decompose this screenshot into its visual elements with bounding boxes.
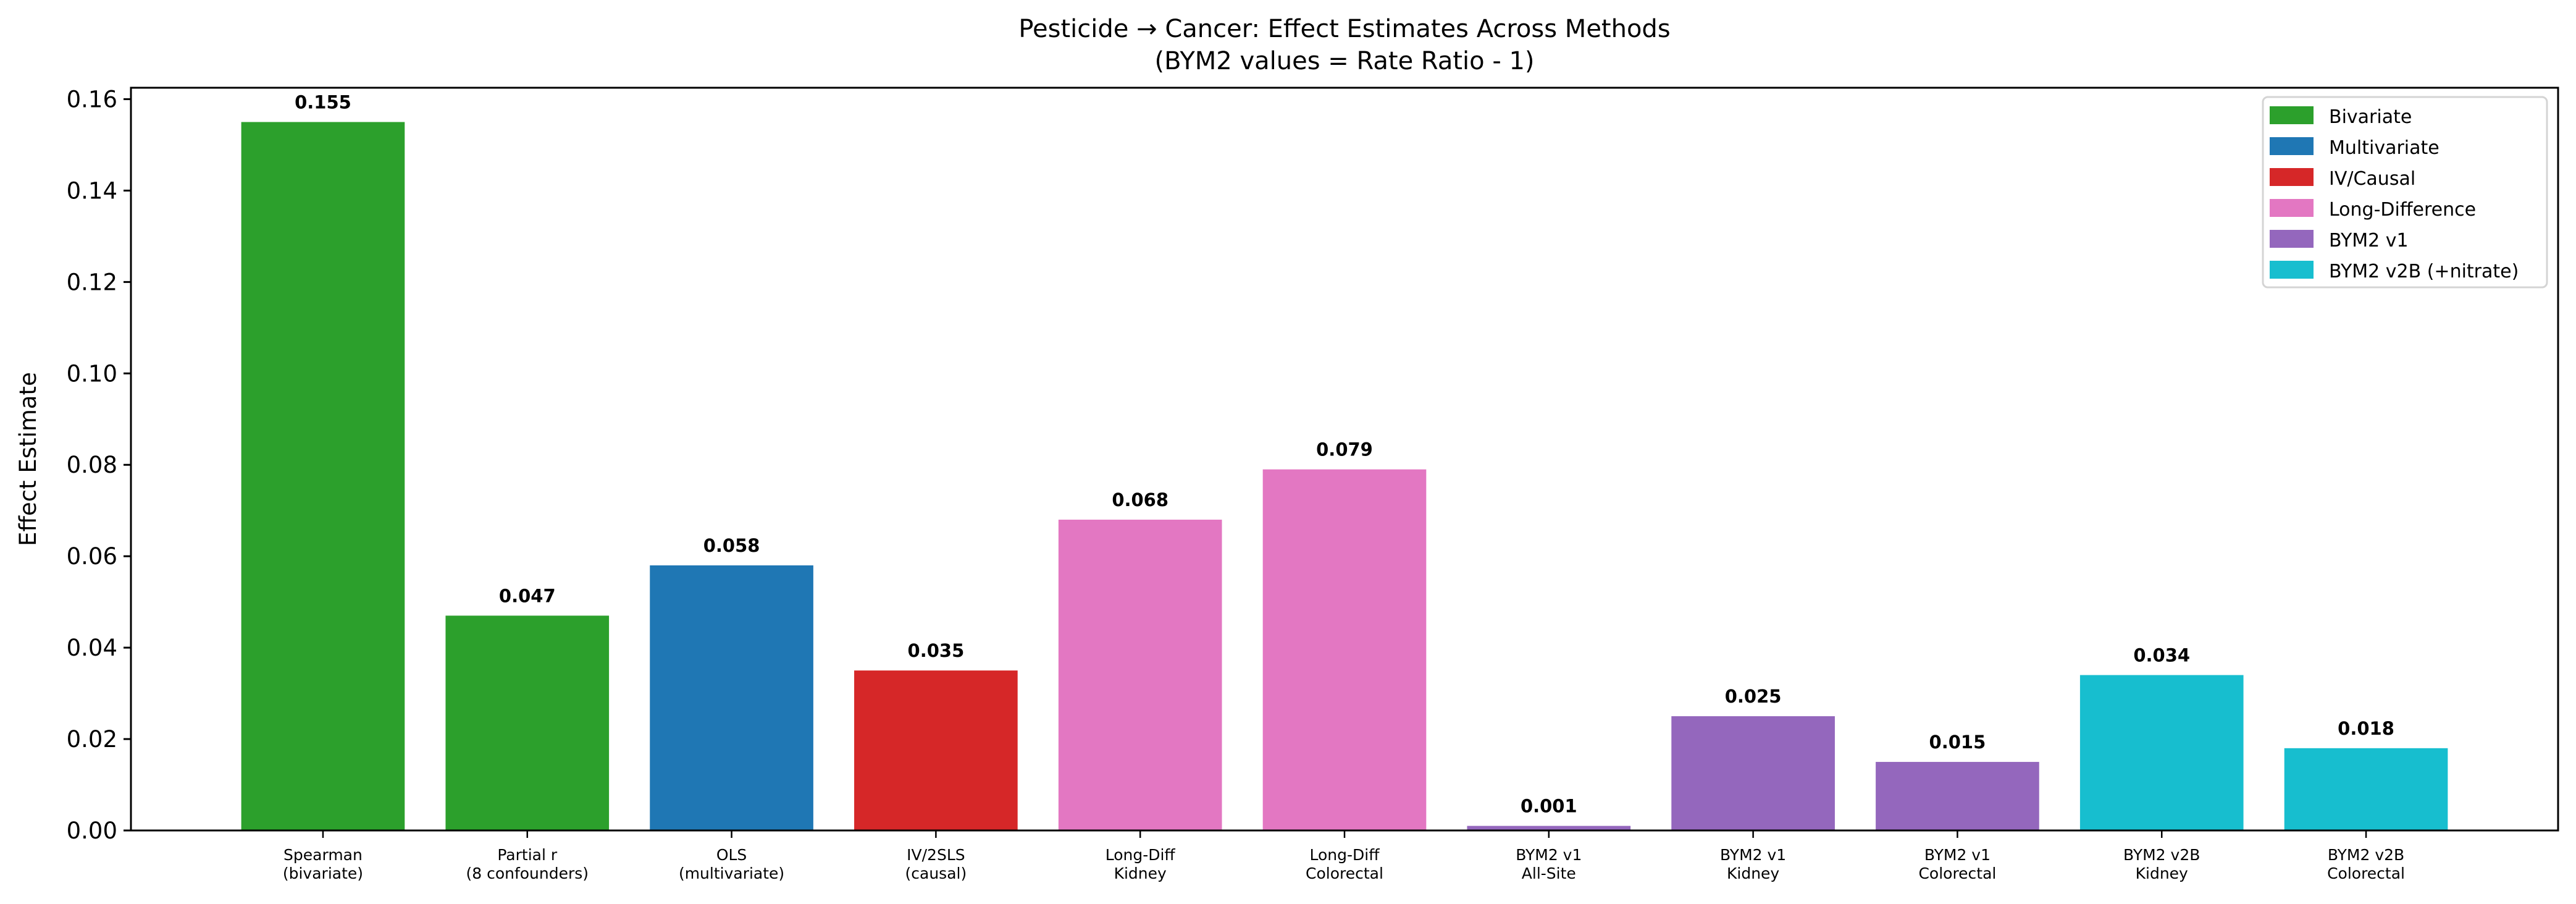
x-tick-label-line: BYM2 v2B [2328,846,2404,864]
y-tick-label: 0.14 [67,177,117,204]
x-tick-label: Long-Diff Colorectal [1306,846,1383,882]
x-tick-label-line: Partial r [497,846,558,864]
legend-frame [2262,96,2548,289]
legend-swatch [2270,168,2314,186]
legend-label: IV/Causal [2329,168,2415,190]
bar [854,670,1018,830]
x-tick-label-line: (bivariate) [283,864,363,882]
x-tick-label-line: Colorectal [1918,864,1996,882]
x-tick-label: BYM2 v2B Colorectal [2327,846,2405,882]
x-tick-label-line: BYM2 v2B [2123,846,2200,864]
y-tick-label: 0.12 [67,269,117,295]
legend-label: Multivariate [2329,137,2440,159]
legend-swatch [2270,199,2314,217]
x-tick-label-line: BYM2 v1 [1720,846,1786,864]
x-tick-label-line: Colorectal [2327,864,2405,882]
chart-title: Pesticide → Cancer: Effect Estimates Acr… [1018,15,1670,43]
bar-value-label: 0.155 [295,91,351,112]
bar-value-label: 0.034 [2133,645,2190,666]
y-tick-label: 0.02 [67,726,117,753]
chart-subtitle: (BYM2 values = Rate Ratio - 1) [1154,47,1534,75]
x-tick-label: Spearman (bivariate) [283,846,363,882]
plot-frame [130,87,2559,832]
bar-value-label: 0.015 [1929,732,1986,753]
x-tick-label-line: Long-Diff [1310,846,1380,864]
bar [650,565,813,830]
x-tick-label-line: BYM2 v1 [1924,846,1991,864]
x-tick-label-line: Kidney [1727,864,1779,882]
y-tick-label: 0.16 [67,86,117,112]
legend-label: Long-Difference [2329,199,2476,221]
x-tick-label: Partial r (8 confounders) [466,846,589,882]
x-tick-label-line: (8 confounders) [466,864,589,882]
x-tick-label-line: Kidney [2136,864,2188,882]
x-tick-label-line: Spearman [283,846,363,864]
x-tick-label-line: Long-Diff [1105,846,1176,864]
bar-value-label: 0.068 [1112,489,1168,510]
x-tick-label-line: All-Site [1522,864,1576,882]
x-tick-label-line: BYM2 v1 [1516,846,1582,864]
bar [2079,675,2244,830]
x-tick-label: BYM2 v1 Colorectal [1918,846,1996,882]
x-tick-label: Long-Diff Kidney [1105,846,1176,882]
x-tick-label: IV/2SLS (causal) [905,846,967,882]
y-tick-label: 0.10 [67,360,117,387]
legend: Bivariate Multivariate IV/Causal Long-Diffe… [2262,96,2548,289]
y-tick-label: 0.00 [67,817,117,844]
bar [1876,762,2039,830]
bar [1671,716,1835,830]
bar [1058,520,1222,830]
x-tick-label-line: (causal) [905,864,967,882]
x-tick-label: BYM2 v1 All-Site [1516,846,1582,882]
x-tick-label: BYM2 v1 Kidney [1720,846,1786,882]
x-tick-label: OLS (multivariate) [679,846,784,882]
legend-swatch [2270,261,2314,279]
bar-value-label: 0.035 [908,640,965,661]
bar-value-label: 0.018 [2338,718,2394,739]
bar [1262,469,1427,830]
bar-value-label: 0.001 [1521,796,1577,817]
legend-swatch [2270,230,2314,248]
y-tick-label: 0.08 [67,452,117,478]
x-tick-label-line: IV/2SLS [907,846,965,864]
x-tick-label-line: Kidney [1114,864,1167,882]
legend-label: BYM2 v1 [2329,230,2409,251]
x-tick-label-line: OLS [716,846,747,864]
legend-label: Bivariate [2329,106,2412,128]
y-tick-label: 0.04 [67,635,117,661]
bar-value-label: 0.025 [1725,686,1782,707]
legend-swatch [2270,137,2314,155]
bar [2284,748,2448,830]
bar-value-label: 0.079 [1316,439,1373,460]
y-tick-label: 0.06 [67,543,117,570]
bar [241,122,405,830]
legend-swatch [2270,106,2314,124]
bar [445,615,610,830]
bar-value-label: 0.047 [499,585,556,606]
y-axis-label: Effect Estimate [15,372,41,546]
legend-label: BYM2 v2B (+nitrate) [2329,261,2519,282]
x-tick-label-line: Colorectal [1306,864,1383,882]
bar [1467,826,1631,830]
bar-value-label: 0.058 [703,535,760,556]
x-tick-label-line: (multivariate) [679,864,784,882]
x-tick-label: BYM2 v2B Kidney [2123,846,2200,882]
